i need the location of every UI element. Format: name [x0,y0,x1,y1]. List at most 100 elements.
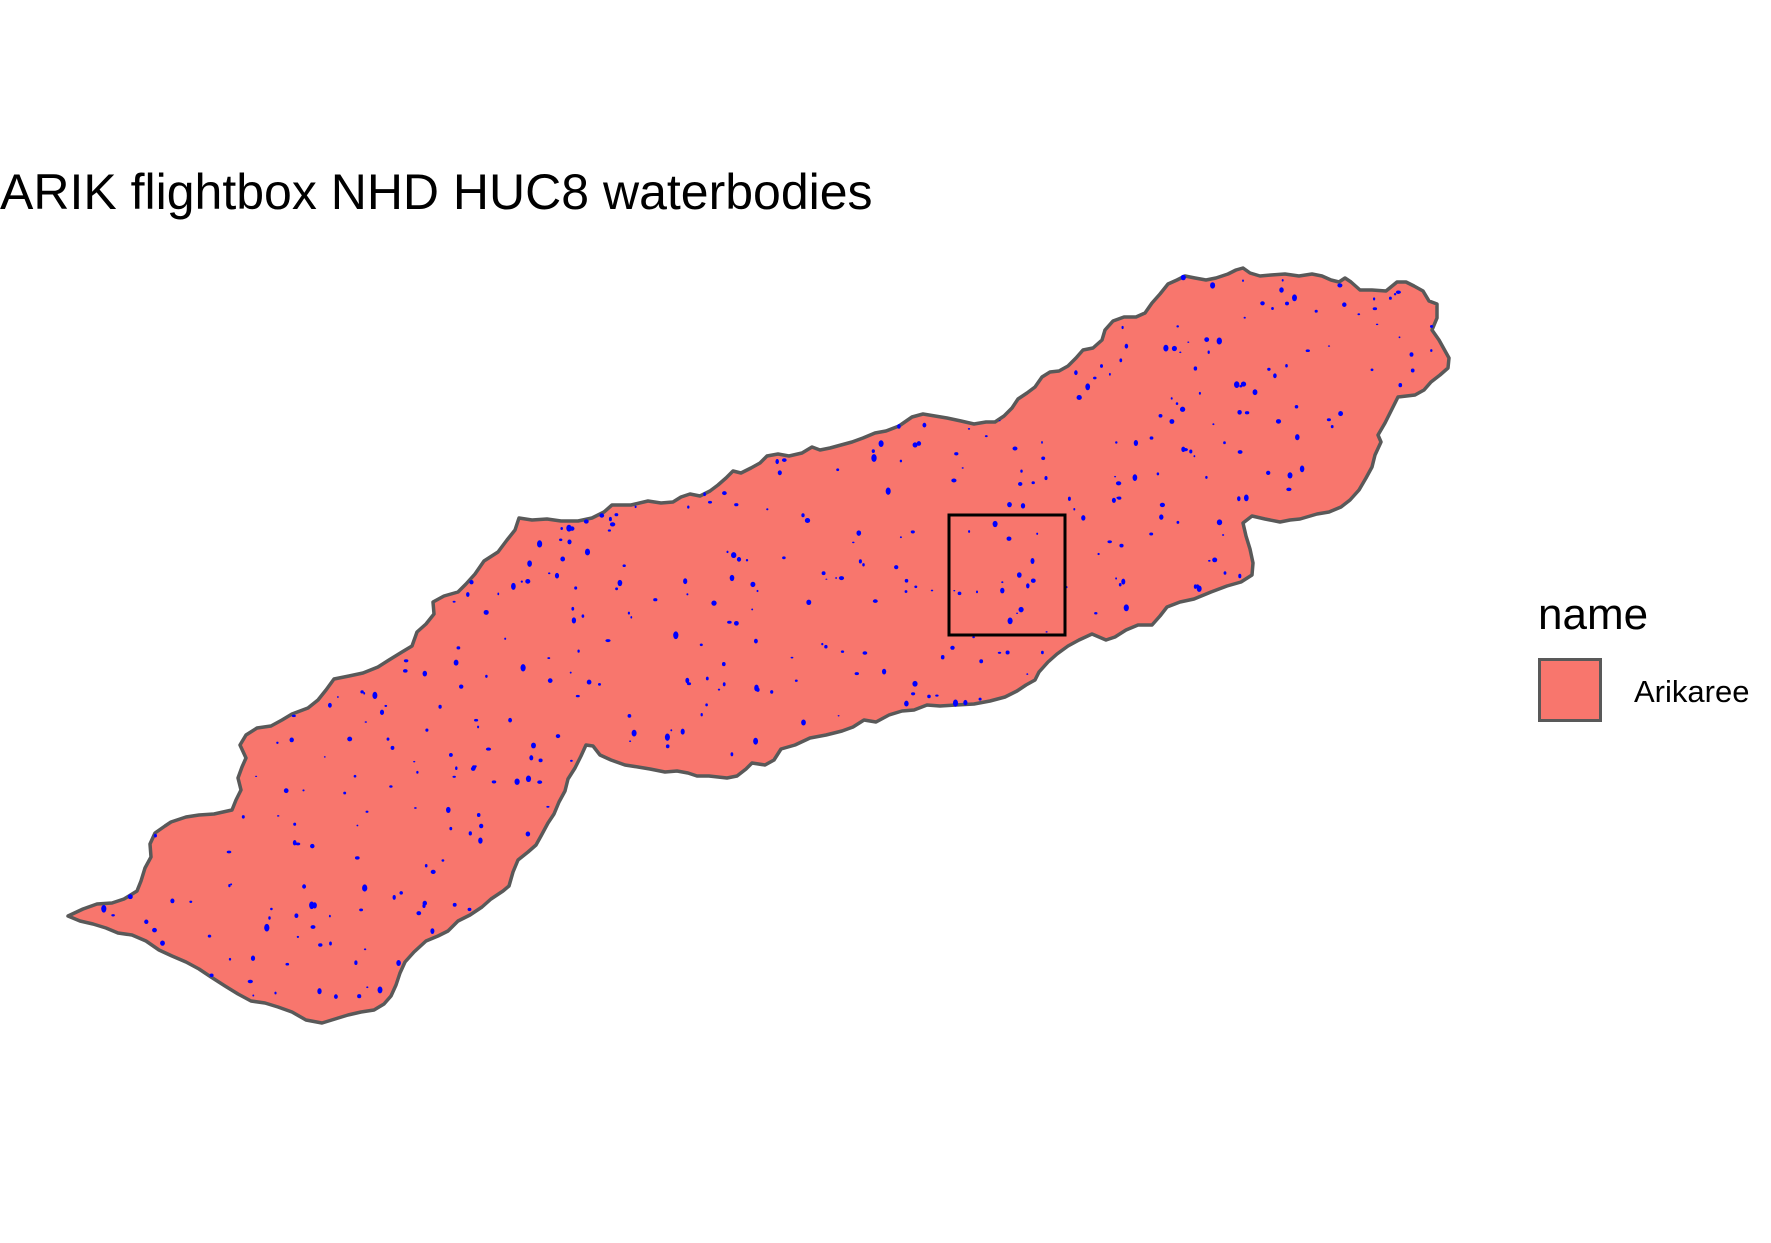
waterbody-mark [1018,606,1024,613]
waterbody-mark [984,435,988,438]
waterbody-mark [291,714,296,718]
waterbody-mark [683,578,688,585]
waterbody-mark [1208,559,1211,562]
waterbody-mark [1242,279,1244,282]
waterbody-mark [821,642,824,646]
waterbody-mark [459,684,464,689]
waterbody-mark [1081,515,1086,521]
waterbody-mark [477,725,480,729]
waterbody-mark [801,513,805,518]
waterbody-mark [717,688,721,691]
waterbody-mark [250,955,256,961]
waterbody-mark [1244,411,1250,415]
waterbody-mark [1179,406,1186,412]
waterbody-mark [930,589,934,592]
waterbody-mark [453,659,459,666]
waterbody-mark [1409,352,1414,357]
waterbody-mark [1212,557,1218,563]
waterbody-mark [750,581,756,588]
waterbody-mark [538,758,543,763]
waterbody-mark [571,617,577,624]
waterbody-mark [270,907,273,911]
waterbody-mark [878,440,884,447]
waterbody-mark [1133,440,1139,446]
waterbody-mark [885,487,891,495]
waterbody-mark [1330,425,1334,429]
waterbody-mark [608,516,612,522]
waterbody-mark [854,672,859,676]
waterbody-mark [967,428,971,430]
waterbody-mark [680,728,685,735]
waterbody-mark [343,791,347,795]
waterbody-mark [1163,344,1169,352]
waterbody-mark [555,734,561,739]
waterbody-mark [1073,507,1076,511]
huc8-watershed-polygon [66,266,1451,1025]
waterbody-mark [497,592,500,596]
waterbody-mark [1093,376,1097,380]
waterbody-mark [586,679,592,685]
legend-label-arikaree: Arikaree [1634,674,1750,709]
waterbody-mark [386,737,390,741]
waterbody-mark [707,500,713,504]
waterbody-mark [1430,349,1433,352]
waterbody-mark [384,704,388,707]
waterbody-mark [705,703,708,707]
waterbody-mark [978,697,982,701]
waterbody-mark [711,600,717,606]
waterbody-mark [537,780,543,784]
waterbody-mark [403,659,409,663]
waterbody-mark [570,759,573,762]
waterbody-mark [1193,366,1198,371]
waterbody-mark [525,775,532,783]
waterbody-mark [756,687,760,692]
waterbody-mark [1026,673,1029,675]
waterbody-mark [806,599,812,606]
waterbody-mark [781,458,787,462]
waterbody-mark [631,729,637,737]
waterbody-mark [1294,405,1299,409]
waterbody-mark [1284,301,1290,306]
waterbody-mark [1001,581,1004,584]
waterbody-mark [478,837,483,844]
waterbody-mark [968,530,971,533]
waterbody-mark [910,530,915,534]
waterbody-mark [1198,391,1201,395]
waterbody-mark [485,674,488,678]
waterbody-mark [170,898,175,904]
waterbody-mark [485,747,492,751]
waterbody-mark [751,608,754,611]
waterbody-mark [1429,324,1434,328]
waterbody-mark [452,775,456,778]
waterbody-mark [228,883,231,888]
waterbody-mark [897,424,901,429]
waterbody-mark [302,789,305,792]
waterbody-mark [554,572,560,579]
waterbody-mark [567,539,572,545]
waterbody-mark [399,891,403,895]
waterbody-mark [360,690,364,694]
waterbody-mark [525,831,531,837]
waterbody-mark [295,842,301,846]
waterbody-mark [230,883,233,886]
waterbody-mark [1196,584,1200,589]
waterbody-mark [1036,532,1039,535]
waterbody-mark [1132,474,1138,481]
waterbody-mark [825,578,828,580]
waterbody-mark [1314,309,1318,313]
waterbody-mark [1285,364,1288,368]
waterbody-mark [379,709,385,715]
waterbody-mark [357,994,362,999]
waterbody-mark [1193,584,1197,589]
waterbody-mark [293,822,297,826]
waterbody-mark [912,442,918,448]
waterbody-mark [1115,577,1118,580]
waterbody-mark [836,468,840,472]
waterbody-mark [952,699,959,707]
waterbody-mark [1189,449,1193,454]
waterbody-mark [838,576,845,581]
waterbody-mark [1179,351,1182,354]
waterbody-mark [354,856,360,860]
waterbody-mark [998,420,1001,422]
waterbody-mark [1212,423,1215,426]
